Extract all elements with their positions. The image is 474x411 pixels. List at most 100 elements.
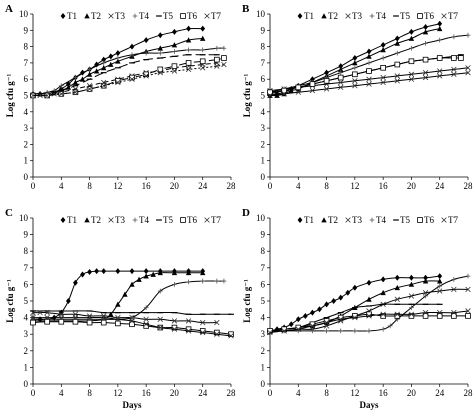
data-point	[465, 286, 471, 293]
data-point	[221, 61, 227, 68]
x-tick-label: 28	[227, 181, 237, 191]
y-tick-label: 1	[24, 362, 29, 372]
legend-label: T7	[211, 215, 221, 225]
data-point	[200, 25, 206, 32]
data-point	[309, 87, 316, 94]
y-tick-label: 7	[261, 263, 266, 273]
data-point	[309, 323, 316, 329]
y-tick-label: 2	[24, 346, 29, 356]
data-point	[465, 69, 471, 76]
data-point	[281, 91, 287, 97]
data-point	[185, 326, 192, 333]
legend-marker	[345, 217, 351, 223]
x-tick-label: 24	[198, 388, 208, 398]
data-point	[79, 76, 86, 82]
data-point	[58, 318, 65, 325]
x-tick-label: 16	[379, 181, 389, 191]
y-tick-label: 8	[24, 246, 29, 256]
legend-label: T3	[352, 11, 362, 21]
data-point	[185, 37, 192, 43]
x-tick-label: 0	[31, 388, 36, 398]
y-tick-label: 0	[24, 172, 29, 182]
data-point	[309, 81, 316, 87]
y-tick-label: 1	[24, 156, 29, 166]
data-point	[451, 66, 457, 73]
data-point	[437, 309, 443, 316]
legend-marker	[321, 217, 327, 223]
data-point	[394, 35, 400, 42]
data-point	[186, 47, 191, 53]
data-point	[115, 301, 121, 307]
legend-marker	[441, 217, 447, 223]
y-tick-label: 7	[24, 58, 29, 68]
y-tick-label: 10	[19, 9, 29, 19]
legend-label: T4	[139, 11, 149, 21]
data-point	[115, 316, 121, 322]
data-point	[87, 268, 92, 275]
data-point	[171, 324, 178, 331]
data-point	[422, 313, 429, 319]
data-point	[108, 311, 114, 317]
data-point	[30, 314, 36, 321]
panel-label: B	[242, 3, 250, 15]
data-point	[394, 73, 400, 79]
x-tick-label: 4	[296, 181, 301, 191]
data-point	[352, 60, 358, 66]
data-point	[366, 279, 372, 286]
data-point	[267, 92, 273, 99]
data-point	[422, 69, 429, 76]
data-point	[380, 79, 386, 86]
data-point	[380, 74, 386, 81]
legend-label: T3	[352, 215, 362, 225]
data-point	[409, 45, 414, 51]
y-tick-label: 1	[261, 156, 266, 166]
data-point	[185, 318, 192, 324]
data-point	[451, 313, 457, 319]
x-axis-label: Days	[359, 400, 378, 410]
data-point	[323, 318, 330, 324]
data-point	[157, 324, 163, 331]
data-point	[394, 78, 400, 84]
data-point	[200, 319, 206, 326]
x-tick-label: 16	[142, 181, 152, 191]
legend-marker	[441, 13, 447, 19]
data-point	[288, 87, 294, 94]
data-point	[437, 25, 443, 32]
data-point	[394, 50, 400, 56]
data-point	[394, 311, 400, 317]
data-point	[380, 311, 386, 317]
data-point	[157, 69, 163, 76]
x-tick-label: 8	[324, 181, 329, 191]
data-point	[366, 76, 372, 82]
legend-marker	[60, 217, 66, 223]
legend-marker	[297, 13, 303, 19]
legend-marker	[108, 217, 114, 223]
data-point	[44, 314, 50, 321]
data-point	[228, 331, 234, 337]
data-point	[171, 68, 178, 74]
data-point	[437, 37, 443, 43]
data-point	[352, 313, 358, 319]
x-tick-label: 24	[198, 181, 208, 191]
x-tick-label: 16	[142, 388, 152, 398]
data-point	[214, 63, 220, 69]
data-point	[214, 45, 220, 51]
y-tick-label: 2	[261, 139, 266, 149]
data-point	[129, 52, 135, 58]
y-tick-label: 0	[261, 379, 266, 389]
data-point	[380, 55, 386, 61]
series-t2	[30, 35, 206, 97]
data-point	[214, 319, 220, 326]
data-point	[115, 78, 121, 84]
data-point	[338, 294, 344, 301]
x-tick-label: 4	[296, 388, 301, 398]
y-tick-label: 3	[24, 123, 29, 133]
data-point	[115, 268, 121, 275]
series-t6	[267, 311, 471, 334]
y-tick-label: 3	[261, 123, 266, 133]
series-line	[269, 275, 469, 332]
